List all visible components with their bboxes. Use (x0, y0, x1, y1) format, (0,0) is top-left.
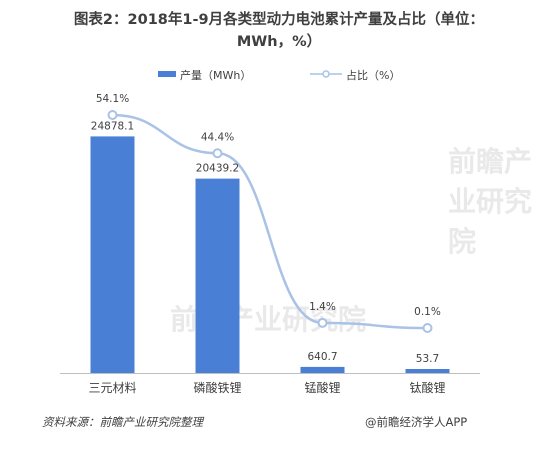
bar-value-label-3: 53.7 (416, 353, 439, 365)
bar-value-label-1: 20439.2 (196, 163, 239, 175)
watermark-text-right: 前瞻产业研究院 (448, 145, 533, 258)
x-tick-label-3: 钛酸锂 (409, 380, 445, 395)
x-tick-label-0: 三元材料 (88, 381, 136, 395)
share-value-label-2: 1.4% (309, 301, 336, 313)
share-point-0 (107, 110, 118, 120)
legend-label-share: 占比（%） (346, 68, 400, 82)
data-labels: 24878.1 20439.2 640.7 53.7 54.1% 44.4% 1.4% 0.1… (91, 93, 441, 365)
share-point-3 (422, 323, 433, 333)
chart-title-line2: MWh，%） (236, 34, 322, 50)
share-line (112, 113, 428, 330)
share-value-label-3: 0.1% (414, 306, 441, 318)
bar-2 (300, 366, 345, 373)
bar-3 (405, 369, 450, 373)
share-point-1 (212, 148, 223, 159)
source-note: 资料来源：前瞻产业研究院整理 (42, 415, 203, 429)
bar-1 (195, 178, 240, 373)
bar-value-label-0: 24878.1 (91, 120, 134, 132)
bar-0 (90, 136, 135, 373)
share-value-label-0: 54.1% (96, 93, 129, 105)
x-tick-label-1: 磷酸铁锂 (193, 380, 241, 395)
share-value-label-1: 44.4% (201, 131, 234, 143)
brand-note: @前瞻经济学人APP (365, 415, 468, 429)
legend-swatch-production (158, 71, 176, 77)
line-series (107, 110, 433, 333)
x-axis: 三元材料 磷酸铁锂 锰酸锂 钛酸锂 (60, 373, 480, 395)
legend-marker-share (322, 70, 330, 78)
bar-value-label-2: 640.7 (307, 351, 337, 363)
legend: 产量（MWh） 占比（%） (158, 68, 400, 82)
share-point-2 (317, 317, 328, 328)
chart-title-line1: 图表2：2018年1-9月各类型动力电池累计产量及占比（单位： (73, 12, 485, 28)
bar-series (90, 136, 450, 373)
legend-label-production: 产量（MWh） (180, 68, 251, 82)
x-tick-label-2: 锰酸锂 (304, 380, 340, 395)
